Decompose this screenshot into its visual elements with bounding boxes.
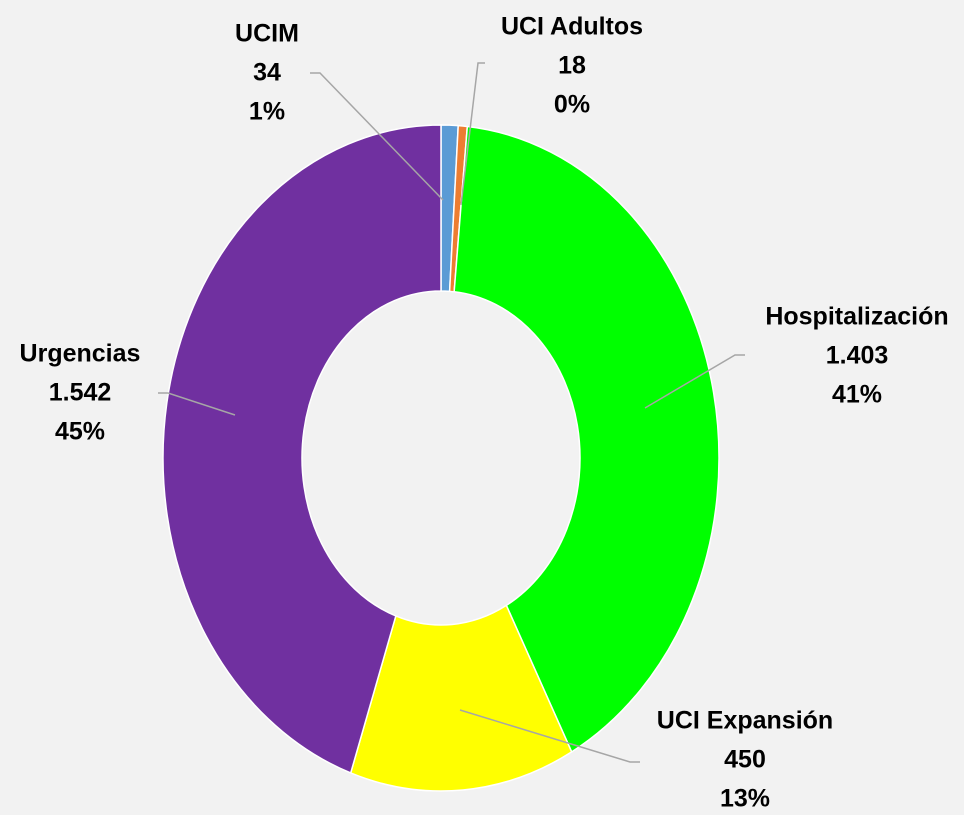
leader-line: [310, 72, 444, 201]
category-label: UCI Adultos: [501, 13, 643, 41]
leader-line: [644, 354, 745, 409]
category-label: Hospitalización: [765, 303, 948, 331]
percent-label: 13%: [720, 785, 770, 813]
category-label: UCI Expansión: [657, 707, 833, 735]
percent-label: 45%: [55, 418, 105, 446]
labels: UCIM 34 1% UCI Adultos 18 0% Hospitalización 1.…: [20, 13, 949, 813]
value-label: 450: [724, 746, 766, 774]
leader-line: [158, 392, 236, 416]
value-label: 1.403: [826, 342, 889, 370]
leader-line: [459, 709, 640, 763]
slice: [453, 125, 720, 754]
percent-label: 41%: [832, 381, 882, 409]
donut: [162, 124, 720, 792]
category-label: Urgencias: [20, 340, 141, 368]
percent-label: 1%: [249, 98, 285, 126]
category-label: UCIM: [235, 20, 299, 48]
slice: [349, 604, 573, 792]
percent-label: 0%: [554, 91, 590, 119]
value-label: 1.542: [49, 379, 112, 407]
slice: [162, 124, 442, 774]
value-label: 34: [253, 59, 281, 87]
value-label: 18: [558, 52, 586, 80]
leader-line: [460, 62, 485, 206]
